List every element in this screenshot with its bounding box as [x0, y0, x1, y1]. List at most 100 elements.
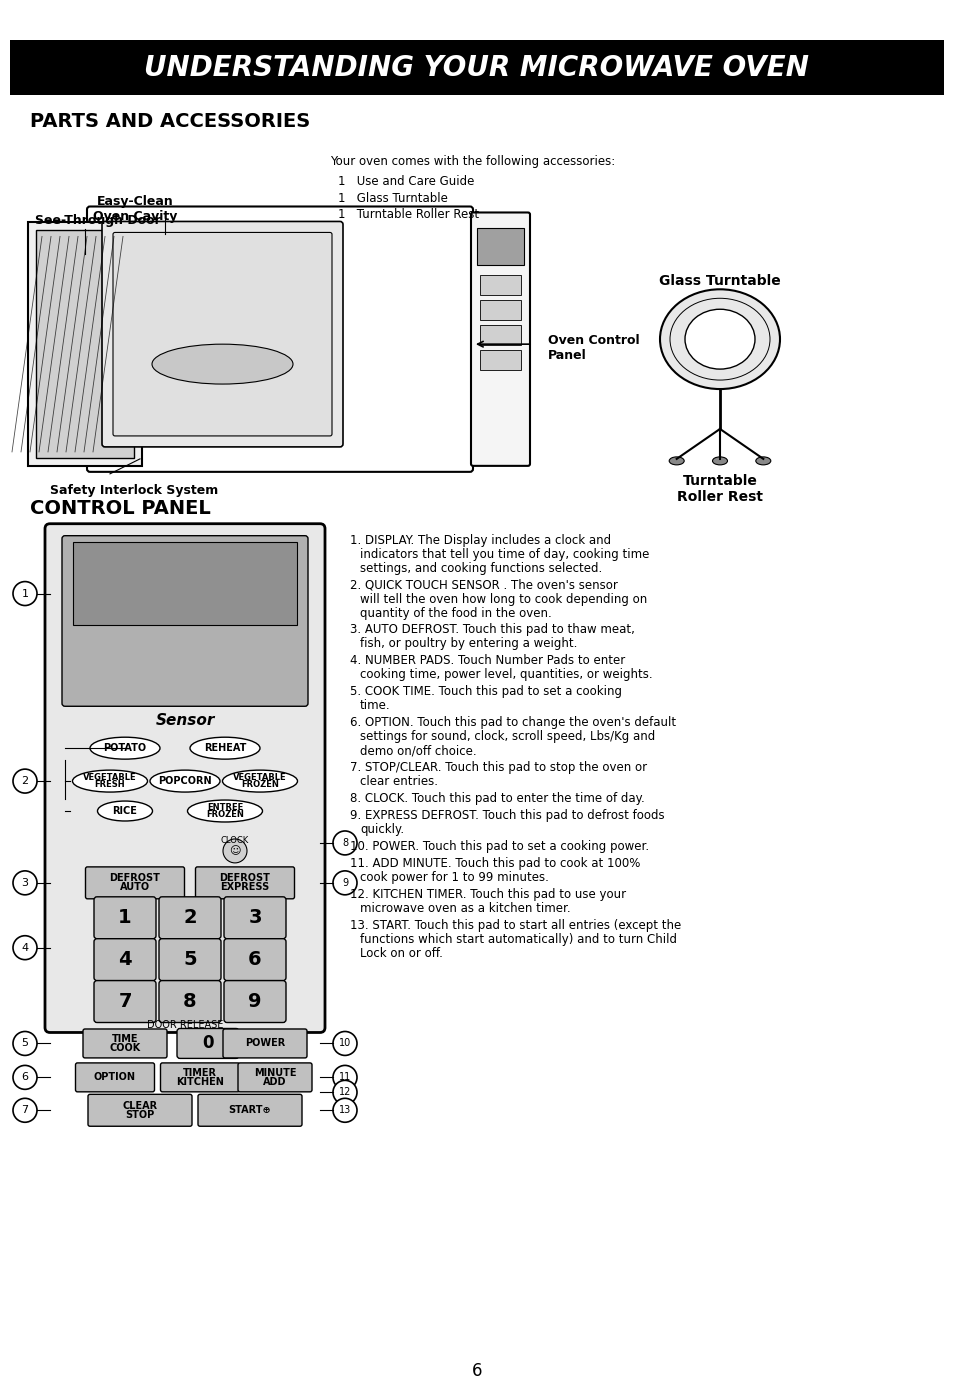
Text: 3. AUTO DEFROST. Touch this pad to thaw meat,: 3. AUTO DEFROST. Touch this pad to thaw … — [350, 623, 634, 637]
Text: 11. ADD MINUTE. Touch this pad to cook at 100%: 11. ADD MINUTE. Touch this pad to cook a… — [350, 857, 639, 871]
Circle shape — [13, 871, 37, 895]
Circle shape — [333, 1066, 356, 1089]
Text: Your oven comes with the following accessories:: Your oven comes with the following acces… — [330, 155, 615, 167]
Text: EXPRESS: EXPRESS — [220, 883, 270, 893]
FancyBboxPatch shape — [237, 1063, 312, 1092]
Text: DEFROST: DEFROST — [110, 873, 160, 883]
Text: 8. CLOCK. Touch this pad to enter the time of day.: 8. CLOCK. Touch this pad to enter the ti… — [350, 792, 644, 805]
Text: indicators that tell you time of day, cooking time: indicators that tell you time of day, co… — [359, 548, 649, 561]
Ellipse shape — [152, 345, 293, 385]
Circle shape — [13, 1066, 37, 1089]
Ellipse shape — [755, 457, 770, 465]
Text: 4: 4 — [21, 943, 29, 952]
Text: 5: 5 — [22, 1038, 29, 1049]
Text: 0: 0 — [202, 1034, 213, 1052]
Text: 2. QUICK TOUCH SENSOR . The oven's sensor: 2. QUICK TOUCH SENSOR . The oven's senso… — [350, 579, 618, 591]
Text: FRESH: FRESH — [94, 781, 125, 789]
Text: time.: time. — [359, 699, 390, 713]
FancyBboxPatch shape — [94, 981, 156, 1023]
FancyBboxPatch shape — [479, 275, 520, 295]
Text: 8: 8 — [183, 992, 196, 1012]
Text: Turntable
Roller Rest: Turntable Roller Rest — [677, 473, 762, 504]
FancyBboxPatch shape — [45, 523, 325, 1032]
Text: 7: 7 — [118, 992, 132, 1012]
Text: functions which start automatically) and to turn Child: functions which start automatically) and… — [359, 933, 677, 945]
Text: cooking time, power level, quantities, or weights.: cooking time, power level, quantities, o… — [359, 668, 652, 681]
FancyBboxPatch shape — [88, 1095, 192, 1127]
Text: 1   Turntable Roller Rest: 1 Turntable Roller Rest — [337, 209, 478, 221]
FancyBboxPatch shape — [83, 1028, 167, 1057]
Text: RICE: RICE — [112, 805, 137, 817]
Ellipse shape — [90, 738, 160, 760]
Text: START⊕: START⊕ — [229, 1106, 271, 1116]
Text: 7. STOP/CLEAR. Touch this pad to stop the oven or: 7. STOP/CLEAR. Touch this pad to stop th… — [350, 761, 646, 774]
FancyBboxPatch shape — [75, 1063, 154, 1092]
FancyBboxPatch shape — [195, 866, 294, 898]
Text: 6. OPTION. Touch this pad to change the oven's default: 6. OPTION. Touch this pad to change the … — [350, 717, 676, 729]
Text: 9. EXPRESS DEFROST. Touch this pad to defrost foods: 9. EXPRESS DEFROST. Touch this pad to de… — [350, 810, 664, 822]
Text: 12. KITCHEN TIMER. Touch this pad to use your: 12. KITCHEN TIMER. Touch this pad to use… — [350, 887, 625, 901]
FancyBboxPatch shape — [102, 221, 343, 447]
Text: microwave oven as a kitchen timer.: microwave oven as a kitchen timer. — [359, 902, 570, 915]
FancyBboxPatch shape — [224, 897, 286, 938]
Text: PARTS AND ACCESSORIES: PARTS AND ACCESSORIES — [30, 112, 310, 130]
Text: Oven Control
Panel: Oven Control Panel — [547, 334, 639, 363]
Text: 1. DISPLAY. The Display includes a clock and: 1. DISPLAY. The Display includes a clock… — [350, 534, 611, 547]
Circle shape — [13, 1031, 37, 1056]
Text: KITCHEN: KITCHEN — [176, 1077, 224, 1086]
Text: 3: 3 — [248, 908, 261, 927]
Text: 1   Glass Turntable: 1 Glass Turntable — [337, 191, 447, 205]
Text: 1: 1 — [118, 908, 132, 927]
Ellipse shape — [190, 738, 260, 760]
Text: 10. POWER. Touch this pad to set a cooking power.: 10. POWER. Touch this pad to set a cooki… — [350, 840, 648, 853]
FancyBboxPatch shape — [224, 981, 286, 1023]
Text: Safety Interlock System: Safety Interlock System — [50, 484, 218, 497]
FancyBboxPatch shape — [86, 866, 184, 898]
Text: 13: 13 — [338, 1106, 351, 1116]
Ellipse shape — [659, 289, 780, 389]
Text: 4: 4 — [118, 951, 132, 969]
Text: FROZEN: FROZEN — [206, 810, 244, 819]
Text: 8: 8 — [341, 837, 348, 848]
Ellipse shape — [188, 800, 262, 822]
Circle shape — [13, 1099, 37, 1122]
Ellipse shape — [712, 457, 727, 465]
Ellipse shape — [72, 770, 148, 792]
Text: POPCORN: POPCORN — [158, 776, 212, 786]
FancyBboxPatch shape — [160, 1063, 239, 1092]
Ellipse shape — [222, 770, 297, 792]
Circle shape — [333, 871, 356, 895]
Text: 3: 3 — [22, 877, 29, 889]
Text: AUTO: AUTO — [120, 883, 150, 893]
Text: UNDERSTANDING YOUR MICROWAVE OVEN: UNDERSTANDING YOUR MICROWAVE OVEN — [144, 54, 809, 82]
Text: ☺: ☺ — [229, 846, 240, 855]
Text: 6: 6 — [471, 1362, 482, 1380]
Text: 6: 6 — [22, 1073, 29, 1082]
Text: TIME: TIME — [112, 1034, 138, 1044]
Text: CLEAR: CLEAR — [122, 1100, 157, 1111]
Text: TIMER: TIMER — [183, 1068, 216, 1078]
Text: Lock on or off.: Lock on or off. — [359, 947, 442, 959]
Text: 2: 2 — [183, 908, 196, 927]
Text: See-Through Door: See-Through Door — [35, 215, 161, 227]
Text: 6: 6 — [248, 951, 261, 969]
Text: 4. NUMBER PADS. Touch Number Pads to enter: 4. NUMBER PADS. Touch Number Pads to ent… — [350, 655, 624, 667]
Text: OPTION: OPTION — [94, 1073, 136, 1082]
Text: STOP: STOP — [125, 1110, 154, 1120]
Text: ENTREE: ENTREE — [207, 803, 243, 812]
Text: settings, and cooking functions selected.: settings, and cooking functions selected… — [359, 562, 601, 574]
Text: POTATO: POTATO — [103, 743, 147, 753]
Text: VEGETABLE: VEGETABLE — [233, 774, 287, 782]
Circle shape — [333, 1081, 356, 1104]
FancyBboxPatch shape — [94, 938, 156, 981]
Circle shape — [333, 1031, 356, 1056]
FancyBboxPatch shape — [223, 1028, 307, 1057]
FancyBboxPatch shape — [112, 233, 332, 436]
Text: DOOR RELEASE: DOOR RELEASE — [147, 1020, 223, 1030]
FancyBboxPatch shape — [94, 897, 156, 938]
Text: 9: 9 — [248, 992, 261, 1012]
Text: CLOCK: CLOCK — [221, 836, 249, 846]
Text: 7: 7 — [21, 1106, 29, 1116]
Text: Easy-Clean
Oven Cavity: Easy-Clean Oven Cavity — [92, 195, 177, 223]
Text: clear entries.: clear entries. — [359, 775, 437, 787]
